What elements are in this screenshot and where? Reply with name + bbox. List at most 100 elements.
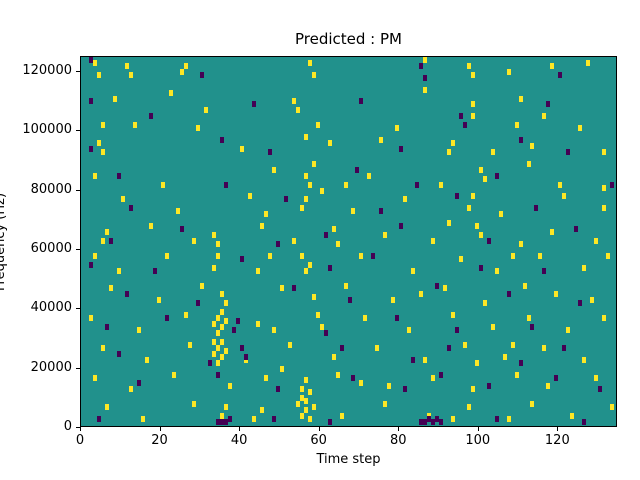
- y-tick-label: 80000: [30, 181, 72, 197]
- heatmap-cell-active: [220, 338, 225, 345]
- heatmap-cell-inactive: [439, 419, 443, 426]
- heatmap-cell-active: [220, 353, 225, 360]
- heatmap-cell-active: [192, 401, 197, 408]
- heatmap-cell-active: [450, 416, 455, 423]
- heatmap-cell-active: [490, 324, 495, 331]
- heatmap-cell-inactive: [116, 350, 121, 357]
- heatmap-cell-inactive: [88, 145, 93, 152]
- heatmap-cell-inactive: [232, 327, 237, 334]
- heatmap-cell-active: [343, 282, 348, 289]
- heatmap-cell-inactive: [88, 57, 93, 63]
- heatmap-cell-active: [176, 208, 181, 215]
- x-tick-mark: [159, 427, 161, 431]
- heatmap-cell-active: [144, 356, 149, 363]
- heatmap-cell-active: [315, 122, 320, 129]
- heatmap-cell-inactive: [88, 261, 93, 268]
- heatmap-cell-inactive: [224, 181, 229, 188]
- heatmap-cell-active: [542, 113, 547, 120]
- heatmap-cell-active: [267, 252, 272, 259]
- heatmap-cell-active: [466, 205, 471, 212]
- heatmap-cell-inactive: [359, 98, 364, 105]
- heatmap-cell-active: [506, 68, 511, 75]
- x-tick-label: 20: [151, 433, 168, 448]
- heatmap-cell-active: [295, 401, 300, 408]
- heatmap-cell-active: [331, 226, 336, 233]
- heatmap-cell-inactive: [136, 380, 141, 387]
- heatmap-cell-active: [550, 62, 555, 69]
- heatmap-cell-active: [439, 181, 443, 188]
- heatmap-cell-inactive: [351, 374, 356, 381]
- y-tick-mark: [76, 189, 80, 191]
- heatmap-cell-active: [200, 282, 205, 289]
- heatmap-cell-active: [522, 282, 527, 289]
- plot-title: Predicted : PM: [295, 30, 402, 48]
- heatmap-cell-inactive: [419, 419, 424, 426]
- heatmap-cell-active: [315, 312, 320, 319]
- heatmap-cell-inactive: [244, 353, 249, 360]
- heatmap-cell-active: [546, 383, 551, 390]
- heatmap-cell-active: [470, 113, 475, 120]
- heatmap-cell-active: [224, 300, 229, 307]
- y-tick-label: 60000: [30, 240, 72, 256]
- x-tick-label: 80: [389, 433, 407, 448]
- heatmap-cell-active: [582, 264, 587, 271]
- y-tick-mark: [76, 308, 80, 310]
- heatmap-cell-active: [311, 71, 316, 78]
- heatmap-cell-active: [307, 416, 312, 423]
- heatmap-cell-active: [291, 237, 296, 244]
- heatmap-cell-active: [311, 160, 316, 167]
- heatmap-cell-inactive: [355, 166, 360, 173]
- heatmap-cell-active: [124, 62, 129, 69]
- heatmap-cell-inactive: [454, 327, 459, 334]
- heatmap-cell-active: [391, 297, 396, 304]
- heatmap-cell-active: [526, 315, 531, 322]
- y-tick-mark: [76, 70, 80, 72]
- heatmap-cell-active: [291, 98, 296, 105]
- heatmap-cell-inactive: [494, 416, 499, 423]
- heatmap-cell-active: [542, 344, 547, 351]
- heatmap-cell-active: [252, 416, 257, 423]
- heatmap-cell-active: [383, 401, 388, 408]
- heatmap-cell-inactive: [116, 172, 121, 179]
- heatmap-cell-inactive: [216, 371, 221, 378]
- heatmap-cell-active: [220, 291, 225, 298]
- heatmap-cell-active: [590, 297, 595, 304]
- heatmap-cell-active: [343, 181, 348, 188]
- heatmap-cell-active: [212, 338, 217, 345]
- heatmap-cell-inactive: [152, 267, 157, 274]
- heatmap-cell-active: [498, 211, 503, 218]
- heatmap-cell-inactive: [403, 386, 408, 393]
- heatmap-cell-active: [586, 59, 591, 66]
- heatmap-cell-active: [299, 386, 304, 393]
- heatmap-cell-active: [204, 107, 209, 114]
- heatmap-cell-active: [88, 315, 93, 322]
- heatmap-cell-active: [271, 166, 276, 173]
- heatmap-cell-active: [224, 347, 229, 354]
- heatmap-cell-active: [490, 148, 495, 155]
- heatmap-cell-active: [506, 416, 511, 423]
- heatmap-cell-inactive: [431, 419, 436, 426]
- heatmap-cell-inactive: [327, 419, 332, 426]
- heatmap-cell-active: [220, 413, 225, 420]
- heatmap-cell-active: [602, 205, 607, 212]
- heatmap-cell-active: [602, 315, 607, 322]
- y-tick-mark: [76, 367, 80, 369]
- heatmap-cell-inactive: [558, 71, 563, 78]
- heatmap-cell-inactive: [323, 232, 328, 239]
- heatmap-cell-active: [311, 404, 316, 411]
- heatmap-cell-active: [458, 255, 463, 262]
- heatmap-cell-active: [482, 175, 487, 182]
- heatmap-cell-active: [570, 413, 575, 420]
- heatmap-cell-inactive: [327, 264, 332, 271]
- heatmap-cell-active: [606, 252, 611, 259]
- heatmap-cell-active: [319, 187, 324, 194]
- heatmap-cell-inactive: [164, 315, 169, 322]
- x-tick-label: 40: [230, 433, 248, 448]
- heatmap-cell-inactive: [506, 291, 511, 298]
- heatmap-cell-active: [379, 137, 384, 144]
- heatmap-cell-inactive: [486, 237, 491, 244]
- heatmap-cell-active: [156, 297, 161, 304]
- heatmap-cell-active: [100, 148, 105, 155]
- heatmap-cell-active: [240, 145, 245, 152]
- heatmap-cell-active: [216, 240, 221, 247]
